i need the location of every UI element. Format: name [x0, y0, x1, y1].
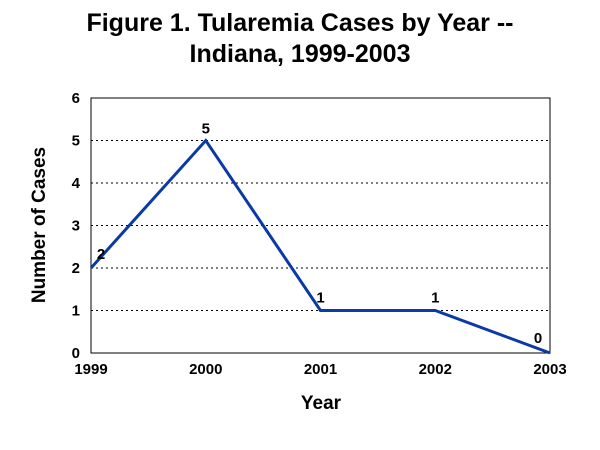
gridlines [91, 140, 550, 311]
x-tick-label: 1999 [74, 361, 107, 378]
data-label: 1 [431, 290, 439, 307]
chart-title: Figure 1. Tularemia Cases by Year -- Ind… [0, 8, 600, 70]
data-label: 0 [534, 330, 542, 347]
y-tick-label: 1 [72, 303, 80, 320]
y-tick-label: 2 [72, 260, 80, 277]
x-axis-title: Year [301, 393, 342, 414]
x-tick-label: 2001 [304, 361, 337, 378]
data-labels: 2 5 1 1 0 [97, 121, 542, 348]
y-tick-label: 5 [72, 133, 80, 150]
series-layer [89, 138, 551, 355]
x-tick-label: 2000 [189, 361, 222, 378]
chart-title-line-1: Figure 1. Tularemia Cases by Year -- [86, 9, 514, 37]
y-tick-label: 4 [72, 175, 81, 192]
chart-title-line-2: Indiana, 1999-2003 [189, 40, 411, 68]
data-label: 5 [202, 121, 210, 138]
x-axis-ticks: 1999 2000 2001 2002 2003 [74, 361, 566, 378]
y-axis-ticks: 0 1 2 3 4 5 6 [72, 90, 81, 362]
x-tick-label: 2002 [419, 361, 452, 378]
x-tick-label: 2003 [533, 361, 566, 378]
y-tick-label: 3 [72, 218, 80, 235]
y-tick-label: 0 [72, 345, 80, 362]
plot-area [90, 97, 551, 354]
data-label: 1 [316, 290, 324, 307]
y-axis-title: Number of Cases [29, 147, 50, 303]
data-label: 2 [97, 246, 105, 263]
series-line [89, 138, 551, 355]
y-tick-label: 6 [72, 90, 80, 107]
